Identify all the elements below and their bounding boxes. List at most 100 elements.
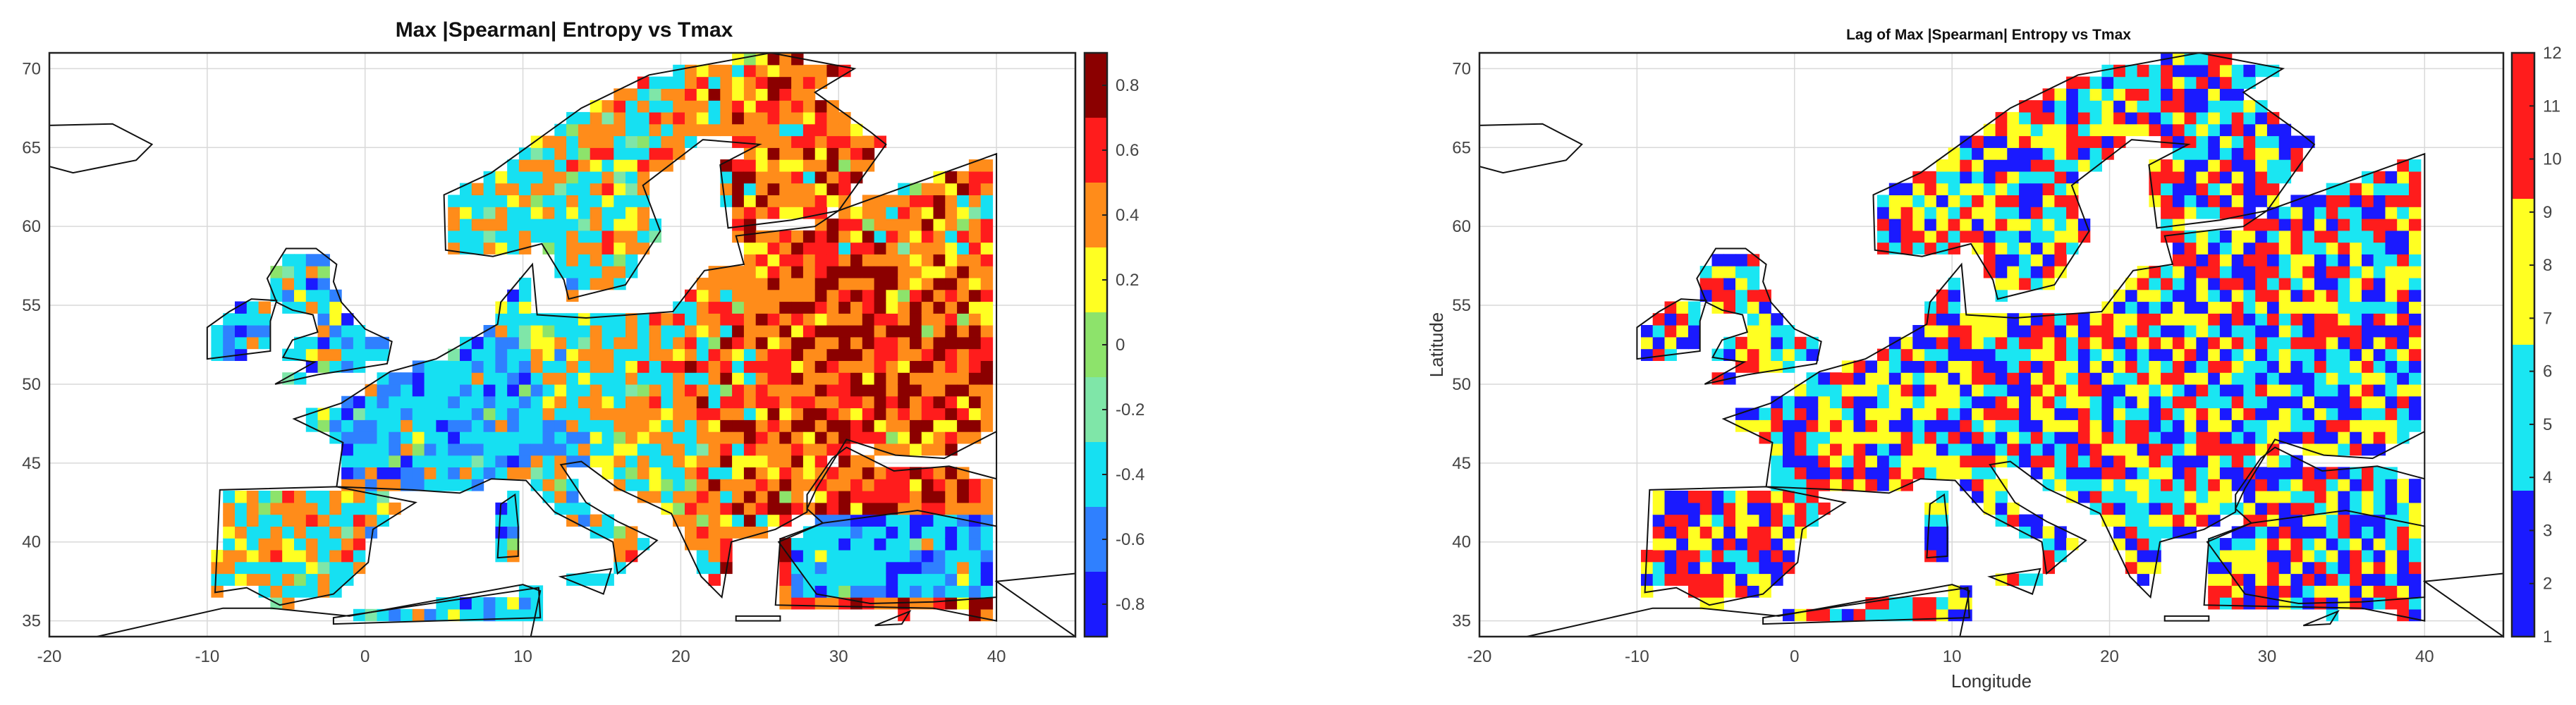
heatmap-cell — [1983, 479, 1996, 491]
heatmap-cell — [708, 526, 721, 539]
heatmap-cell — [2113, 526, 2126, 539]
heatmap-cell — [554, 443, 567, 456]
heatmap-cell — [838, 549, 851, 563]
heatmap-cell — [2409, 491, 2422, 503]
heatmap-cell — [802, 573, 816, 586]
heatmap-cell — [2266, 431, 2280, 444]
heatmap-cell — [1960, 183, 1972, 195]
heatmap-cell — [1830, 396, 1843, 409]
heatmap-cell — [696, 538, 709, 551]
heatmap-cell — [2030, 372, 2044, 385]
colorbar-tick-label: 0.2 — [1116, 271, 1139, 290]
heatmap-cell — [2030, 123, 2044, 137]
heatmap-cell — [767, 207, 780, 219]
heatmap-cell — [1735, 289, 1748, 302]
heatmap-cell — [637, 195, 650, 207]
heatmap-cell — [436, 384, 448, 397]
heatmap-cell — [649, 372, 661, 385]
heatmap-cell — [1771, 336, 1783, 350]
heatmap-cell — [814, 207, 828, 219]
heatmap-cell — [542, 419, 555, 432]
heatmap-cell — [802, 230, 816, 243]
heatmap-cell — [921, 384, 934, 397]
heatmap-cell — [578, 384, 591, 397]
heatmap-cell — [779, 266, 792, 278]
heatmap-cell — [2266, 135, 2280, 148]
heatmap-cell — [1830, 431, 1843, 444]
heatmap-cell — [401, 479, 413, 491]
heatmap-cell — [1699, 561, 1713, 575]
heatmap-cell — [1641, 573, 1654, 586]
heatmap-cell — [2290, 301, 2303, 314]
heatmap-cell — [2219, 348, 2233, 361]
heatmap-cell — [1936, 336, 1949, 350]
heatmap-cell — [1948, 348, 1960, 361]
heatmap-cell — [2397, 585, 2410, 598]
heatmap-cell — [2208, 597, 2221, 610]
heatmap-cell — [767, 336, 780, 350]
heatmap-cell — [732, 88, 745, 101]
heatmap-cell — [957, 219, 970, 231]
heatmap-cell — [2278, 455, 2292, 467]
heatmap-cell — [2290, 585, 2303, 598]
heatmap-cell — [1723, 277, 1736, 290]
heatmap-cell — [708, 384, 721, 397]
heatmap-cell — [2338, 183, 2350, 195]
heatmap-cell — [1783, 526, 1795, 539]
heatmap-cell — [341, 573, 354, 586]
heatmap-cell — [614, 277, 626, 290]
heatmap-cell — [365, 514, 378, 527]
heatmap-cell — [649, 431, 661, 444]
heatmap-cell — [2278, 123, 2292, 137]
heatmap-cell — [554, 336, 567, 350]
heatmap-cell — [2019, 372, 2032, 385]
heatmap-cell — [258, 313, 271, 326]
heatmap-cell — [436, 407, 448, 420]
heatmap-cell — [755, 88, 769, 101]
heatmap-cell — [2113, 455, 2126, 467]
heatmap-cell — [898, 467, 910, 479]
heatmap-cell — [436, 467, 448, 479]
heatmap-cell — [708, 407, 721, 420]
heatmap-cell — [1900, 396, 1913, 409]
heatmap-cell — [945, 301, 958, 314]
heatmap-cell — [1912, 219, 1925, 231]
heatmap-cell — [2278, 336, 2292, 350]
heatmap-cell — [2231, 372, 2245, 385]
heatmap-cell — [708, 76, 721, 89]
heatmap-cell — [460, 242, 472, 255]
heatmap-cell — [802, 419, 816, 432]
heatmap-cell — [898, 561, 910, 575]
heatmap-cell — [1818, 479, 1831, 491]
heatmap-cell — [1865, 455, 1878, 467]
heatmap-cell — [2161, 207, 2173, 219]
heatmap-cell — [874, 491, 886, 503]
heatmap-cell — [614, 443, 626, 456]
heatmap-cell — [1912, 407, 1925, 420]
heatmap-cell — [874, 479, 886, 491]
heatmap-cell — [294, 289, 307, 302]
heatmap-cell — [708, 538, 721, 551]
heatmap-cell — [673, 479, 685, 491]
heatmap-cell — [2184, 407, 2197, 420]
heatmap-cell — [1865, 396, 1878, 409]
heatmap-cell — [685, 123, 697, 137]
heatmap-cell — [1900, 230, 1913, 243]
heatmap-cell — [2231, 336, 2245, 350]
heatmap-cell — [590, 443, 603, 456]
coastlines — [1479, 51, 2504, 638]
heatmap-cell — [305, 301, 319, 314]
heatmap-cell — [1806, 502, 1819, 515]
heatmap-cell — [2409, 597, 2422, 610]
heatmap-cell — [2101, 301, 2114, 314]
heatmap-cell — [2019, 159, 2032, 172]
heatmap-cell — [921, 219, 934, 231]
heatmap-cell — [2243, 336, 2256, 350]
heatmap-cell — [862, 502, 875, 515]
heatmap-cell — [602, 183, 614, 195]
heatmap-cell — [518, 419, 532, 432]
heatmap-cell — [1806, 608, 1819, 622]
heatmap-cell — [2054, 171, 2067, 184]
coastline — [292, 152, 998, 622]
heatmap-cell — [317, 336, 330, 350]
